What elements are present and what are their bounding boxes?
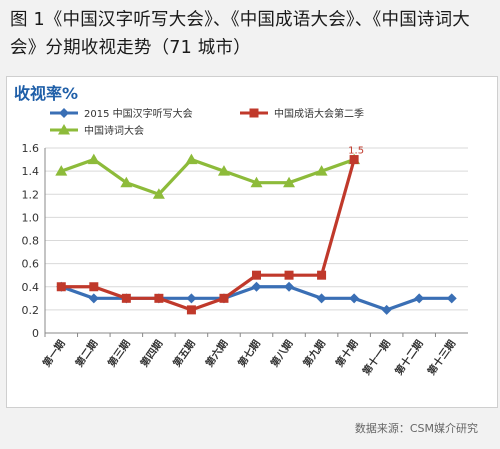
data-label: 1.5 xyxy=(348,146,364,157)
data-point-1 xyxy=(317,270,327,280)
data-point-2 xyxy=(120,176,133,188)
data-point-2 xyxy=(87,153,100,165)
data-point-0 xyxy=(446,293,457,304)
x-tick-label: 第五期 xyxy=(170,337,198,369)
x-tick-label: 第九期 xyxy=(300,337,328,369)
series-line-2 xyxy=(60,157,355,196)
legend-label: 2015 中国汉字听写大会 xyxy=(84,107,193,120)
x-tick-label: 第六期 xyxy=(203,337,231,369)
y-tick-label: 0 xyxy=(32,327,39,340)
data-point-0 xyxy=(284,281,295,292)
data-point-2 xyxy=(152,188,165,199)
data-point-0 xyxy=(381,304,392,315)
data-point-1 xyxy=(284,270,294,280)
data-point-1 xyxy=(219,293,229,303)
data-point-1 xyxy=(56,282,66,292)
data-point-1 xyxy=(89,282,99,292)
data-point-0 xyxy=(251,281,262,292)
legend-marker xyxy=(249,108,259,118)
x-tick-label: 第七期 xyxy=(235,337,263,369)
data-point-0 xyxy=(414,293,425,304)
y-tick-label: 1.2 xyxy=(22,188,40,201)
series-line-1 xyxy=(61,159,356,312)
data-point-1 xyxy=(121,293,131,303)
data-point-1 xyxy=(252,270,261,280)
y-tick-label: 0.6 xyxy=(22,258,40,271)
data-point-2 xyxy=(250,176,263,188)
data-point-2 xyxy=(185,153,198,165)
chart-title: 收视率% xyxy=(14,84,79,103)
data-point-0 xyxy=(349,293,360,304)
x-tick-label: 第四期 xyxy=(137,337,165,369)
data-point-2 xyxy=(55,165,68,176)
legend-label: 中国成语大会第二季 xyxy=(274,107,364,120)
data-source: 数据来源：CSM媒介研究 xyxy=(354,422,478,435)
legend-marker xyxy=(58,124,70,135)
y-tick-label: 1.4 xyxy=(22,165,40,178)
chart-panel xyxy=(6,76,498,408)
data-point-0 xyxy=(316,293,327,304)
y-tick-label: 1.0 xyxy=(22,211,40,224)
legend-label: 中国诗词大会 xyxy=(84,124,144,137)
legend-marker xyxy=(59,108,69,118)
figure-title: 图 1《中国汉字听写大会》、《中国成语大会》、《中国诗词大会》分期收视走势（71… xyxy=(10,10,470,58)
x-tick-label: 第八期 xyxy=(268,337,296,369)
x-tick-label: 第十二期 xyxy=(392,337,426,377)
data-point-1 xyxy=(349,155,359,165)
data-point-1 xyxy=(186,305,196,315)
data-point-2 xyxy=(315,165,328,176)
data-point-1 xyxy=(154,293,164,303)
x-tick-label: 第十期 xyxy=(333,337,361,369)
x-tick-label: 第三期 xyxy=(105,337,133,369)
x-tick-label: 第十一期 xyxy=(360,337,394,377)
data-point-0 xyxy=(186,293,197,304)
y-tick-label: 0.2 xyxy=(22,304,40,317)
x-tick-label: 第二期 xyxy=(72,337,100,369)
y-tick-label: 0.8 xyxy=(22,235,40,248)
x-tick-label: 第十三期 xyxy=(425,337,459,377)
y-tick-label: 1.6 xyxy=(22,142,40,155)
data-point-0 xyxy=(88,293,99,304)
y-tick-label: 0.4 xyxy=(22,281,40,294)
x-tick-label: 第一期 xyxy=(40,337,68,369)
data-point-2 xyxy=(217,165,230,176)
data-point-2 xyxy=(283,176,296,188)
